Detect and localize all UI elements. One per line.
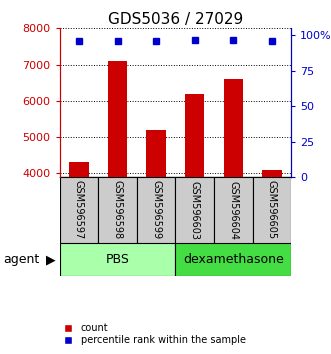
Text: GSM596604: GSM596604: [228, 181, 238, 240]
Bar: [69, 162, 88, 177]
Bar: [108, 61, 127, 177]
Legend: count, percentile rank within the sample: count, percentile rank within the sample: [55, 319, 250, 349]
Text: GSM596598: GSM596598: [113, 181, 122, 240]
Bar: [214, 177, 253, 243]
Bar: [253, 177, 291, 243]
Bar: [60, 177, 98, 243]
Bar: [60, 243, 175, 276]
Bar: [185, 93, 204, 177]
Bar: [175, 243, 291, 276]
Bar: [175, 177, 214, 243]
Text: agent: agent: [3, 253, 40, 266]
Text: ▶: ▶: [46, 253, 56, 266]
Text: GSM596599: GSM596599: [151, 181, 161, 240]
Text: GSM596597: GSM596597: [74, 181, 84, 240]
Text: PBS: PBS: [106, 253, 129, 266]
Title: GDS5036 / 27029: GDS5036 / 27029: [108, 12, 243, 27]
Bar: [98, 177, 137, 243]
Text: GSM596605: GSM596605: [267, 181, 277, 240]
Bar: [137, 177, 175, 243]
Bar: [262, 170, 282, 177]
Text: GSM596603: GSM596603: [190, 181, 200, 240]
Bar: [224, 79, 243, 177]
Bar: [146, 130, 166, 177]
Text: dexamethasone: dexamethasone: [183, 253, 284, 266]
